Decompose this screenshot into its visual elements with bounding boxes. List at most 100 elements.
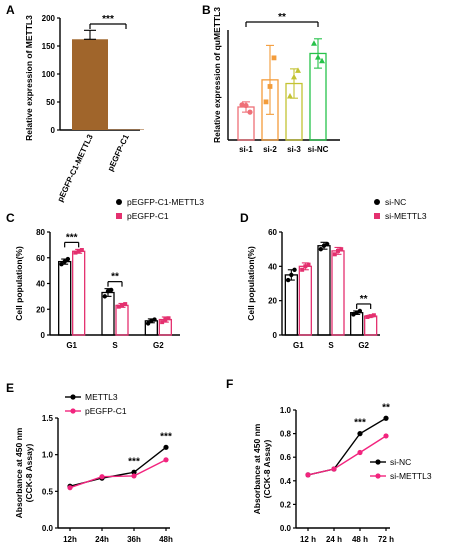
panel-d-ytick-label: 0: [273, 331, 278, 340]
panel-e-ytick-label: 0.5: [42, 487, 54, 496]
panel-e-series-line: [69, 459, 167, 489]
panel-b-xtick-label: si-2: [263, 145, 277, 154]
panel-d-point: [371, 313, 376, 318]
panel-e-ytick-label: 1.0: [42, 451, 54, 460]
panel-d-point: [318, 246, 323, 252]
panel-f-legend-marker: [375, 473, 381, 479]
panel-d-point: [285, 277, 291, 283]
panel-d-point: [339, 247, 344, 252]
panel-f-point: [305, 472, 311, 478]
panel-e-ylabel: Absorbance at 450 nm: [14, 427, 24, 518]
panel-c-xtick-label: S: [112, 341, 118, 350]
panel-c-point: [62, 259, 67, 264]
panel-f-point: [357, 431, 363, 437]
panel-c-significance-label: **: [111, 272, 119, 283]
panel-e-xtick-label: 24h: [95, 535, 109, 544]
panel-c-point: [152, 317, 157, 322]
panel-b-point: [271, 55, 277, 61]
panel-a: A 0 50 100 150 200 Relative expression of METT…: [6, 3, 144, 203]
panel-b-point: [287, 93, 293, 99]
panel-b-ylabel: Relative expression of quMETTL3: [212, 7, 222, 143]
panel-f-series-line: [307, 417, 387, 476]
panel-c-point: [73, 250, 78, 255]
panel-b-point: [263, 99, 269, 105]
panel-e-point: [131, 473, 137, 479]
panel-c-letter: C: [6, 211, 15, 225]
panel-c-legend-marker: [116, 199, 122, 205]
panel-c-point: [79, 248, 84, 253]
panel-f-point: [383, 415, 389, 421]
panel-a-ytick-label: 50: [46, 98, 55, 107]
panel-d-point: [365, 314, 370, 319]
panel-f-ytick-label: 0.0: [280, 524, 292, 533]
panel-d-point: [289, 272, 294, 278]
panel-f-ytick-label: 0.8: [280, 430, 292, 439]
panel-f-point: [357, 449, 363, 456]
panel-a-ytick-label: 200: [42, 14, 56, 23]
panel-c-point: [59, 261, 64, 267]
panel-c-point: [76, 249, 81, 254]
panel-c-bar: [72, 250, 86, 336]
panel-c-point: [120, 303, 124, 308]
panel-d-ytick-label: 40: [268, 262, 277, 271]
panel-f-ylabel2: (CCK-8 Assay): [262, 439, 272, 498]
panel-d-point: [368, 314, 373, 319]
panel-b-significance-label: **: [278, 12, 286, 23]
panel-f-point: [383, 433, 389, 439]
panel-d-point: [300, 267, 305, 272]
panel-f-legend-label: si-NC: [390, 457, 411, 467]
panel-f-letter: F: [226, 377, 233, 391]
panel-f-xtick-label: 24 h: [326, 535, 342, 544]
panel-c-point: [163, 317, 168, 322]
panel-f-legend-marker: [375, 459, 381, 465]
panel-d-xtick-label: S: [328, 341, 334, 350]
panel-b-point: [295, 67, 301, 73]
panel-f-legend-label: si-METTL3: [390, 471, 432, 481]
panel-b-xtick-label: si-NC: [308, 145, 329, 154]
panel-e-point: [163, 444, 169, 450]
panel-d: D 0 20 40 60 Cell population(%) G1 S G2 ** si-NC si…: [240, 197, 427, 350]
panel-b-point: [267, 84, 273, 89]
panel-c-point: [166, 316, 171, 321]
panel-c-ytick-label: 0: [41, 331, 46, 340]
panel-c-legend-label: pEGFP-C1-METTL3: [127, 197, 204, 207]
panel-c-legend-marker: [116, 213, 122, 219]
panel-d-significance-label: **: [360, 294, 368, 305]
panel-c-point: [65, 256, 71, 262]
panel-e-significance: ***: [128, 456, 140, 467]
panel-b-point: [291, 73, 297, 80]
panel-f-significance: ***: [354, 418, 366, 429]
panel-b-xtick-label: si-1: [239, 145, 253, 154]
panel-d-letter: D: [240, 211, 249, 225]
panel-a-ytick-label: 150: [42, 42, 56, 51]
panel-d-point: [336, 248, 340, 253]
panel-e-xtick-label: 36h: [127, 535, 141, 544]
panel-c-point: [145, 321, 151, 326]
panel-d-point: [332, 252, 337, 257]
panel-f: F 0.0 0.2 0.4 0.6 0.8 1.0 Absorbance at 450 nm(…: [226, 377, 432, 544]
panel-c-legend-label: pEGFP-C1: [127, 211, 169, 221]
panel-d-point: [303, 264, 308, 269]
panel-c-bar: [58, 260, 72, 336]
panel-e-legend-marker: [70, 408, 76, 414]
panel-d-bar: [298, 265, 312, 336]
panel-b-point: [239, 102, 245, 108]
panel-c-xtick-label: G2: [153, 341, 164, 350]
panel-b-point: [247, 109, 253, 115]
panel-e-point: [99, 474, 105, 480]
panel-f-significance: **: [382, 402, 390, 413]
panel-d-legend-marker: [374, 213, 380, 219]
panel-f-ytick-label: 0.4: [280, 477, 292, 486]
panel-c-point: [102, 294, 108, 299]
panel-a-ytick-label: 0: [51, 126, 56, 135]
panel-e: E 0.0 0.5 1.0 1.5 Absorbance at 450 nm (CCK-8 …: [6, 381, 173, 544]
panel-c-xtick-label: G1: [66, 341, 77, 350]
panel-c-ytick-label: 60: [36, 254, 45, 263]
panel-a-letter: A: [6, 3, 15, 17]
panel-d-xtick-label: G2: [358, 341, 369, 350]
panel-d-bar: [284, 274, 298, 336]
panel-a-bar: [72, 39, 108, 130]
panel-b-point: [315, 54, 321, 60]
panel-d-legend-label: si-NC: [385, 197, 406, 207]
